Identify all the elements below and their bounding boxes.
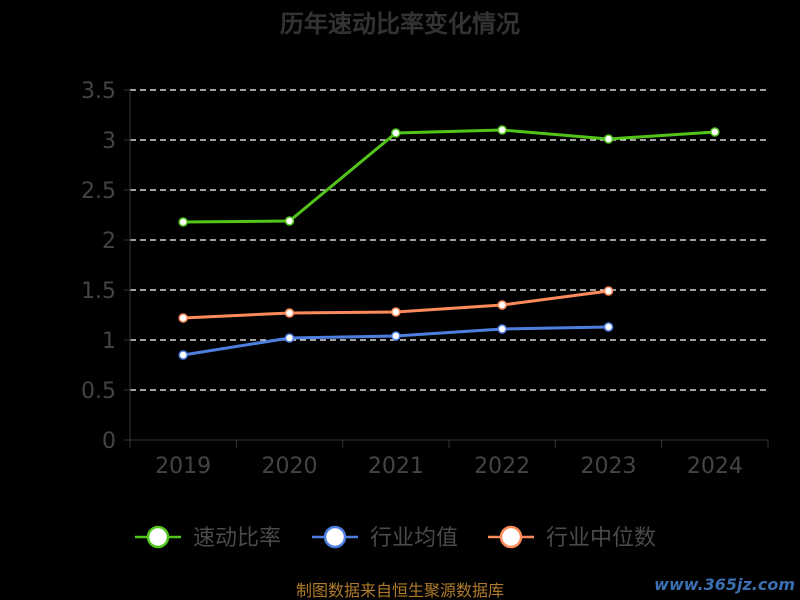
data-point	[603, 134, 614, 144]
data-point	[497, 324, 507, 334]
data-point	[603, 286, 614, 296]
data-point	[284, 308, 295, 318]
x-tick-label: 2022	[474, 454, 530, 479]
data-point	[178, 313, 188, 323]
x-tick-label: 2023	[581, 454, 637, 479]
y-tick-label: 1.5	[81, 279, 116, 304]
data-point	[284, 333, 295, 343]
y-tick-label: 0.5	[81, 379, 116, 404]
y-tick-label: 1	[102, 329, 116, 354]
legend: 速动比率 行业均值 行业中位数	[135, 525, 656, 551]
x-tick-label: 2024	[687, 454, 743, 479]
y-tick-label: 3	[102, 129, 116, 154]
y-tick-label: 2.5	[81, 179, 116, 204]
legend-label: 行业中位数	[546, 526, 656, 551]
y-tick-label: 2	[102, 229, 116, 254]
x-tick-label: 2019	[155, 454, 211, 479]
legend-label: 行业均值	[370, 526, 458, 551]
data-point	[603, 322, 614, 332]
series-line-1	[183, 128, 715, 224]
data-source-note: 制图数据来自恒生聚源数据库	[296, 581, 504, 600]
axes: 0 0.5 1 1.5 2 2.5 3 3.5 2019 2020 2021 2022 2023 2024	[81, 79, 769, 479]
data-point	[284, 216, 295, 226]
chart-title: 历年速动比率变化情况	[280, 10, 520, 38]
data-point	[710, 127, 720, 137]
legend-label: 速动比率	[193, 526, 281, 551]
legend-marker	[499, 525, 523, 549]
legend-marker	[323, 525, 347, 549]
series-lines	[178, 125, 720, 360]
series-line-2	[182, 325, 609, 357]
watermark-logo: www.365jz.com	[654, 575, 795, 594]
data-point	[391, 128, 401, 138]
data-point	[178, 217, 188, 227]
y-tick-label: 3.5	[81, 79, 116, 104]
data-point	[391, 307, 401, 317]
x-tick-label: 2020	[262, 454, 318, 479]
x-tick-label: 2021	[368, 454, 424, 479]
data-point	[391, 331, 401, 341]
grid-lines	[130, 89, 768, 391]
legend-marker	[146, 525, 170, 549]
data-point	[178, 350, 188, 360]
y-tick-label: 0	[102, 429, 116, 454]
data-point	[497, 125, 507, 135]
data-point	[497, 300, 507, 310]
